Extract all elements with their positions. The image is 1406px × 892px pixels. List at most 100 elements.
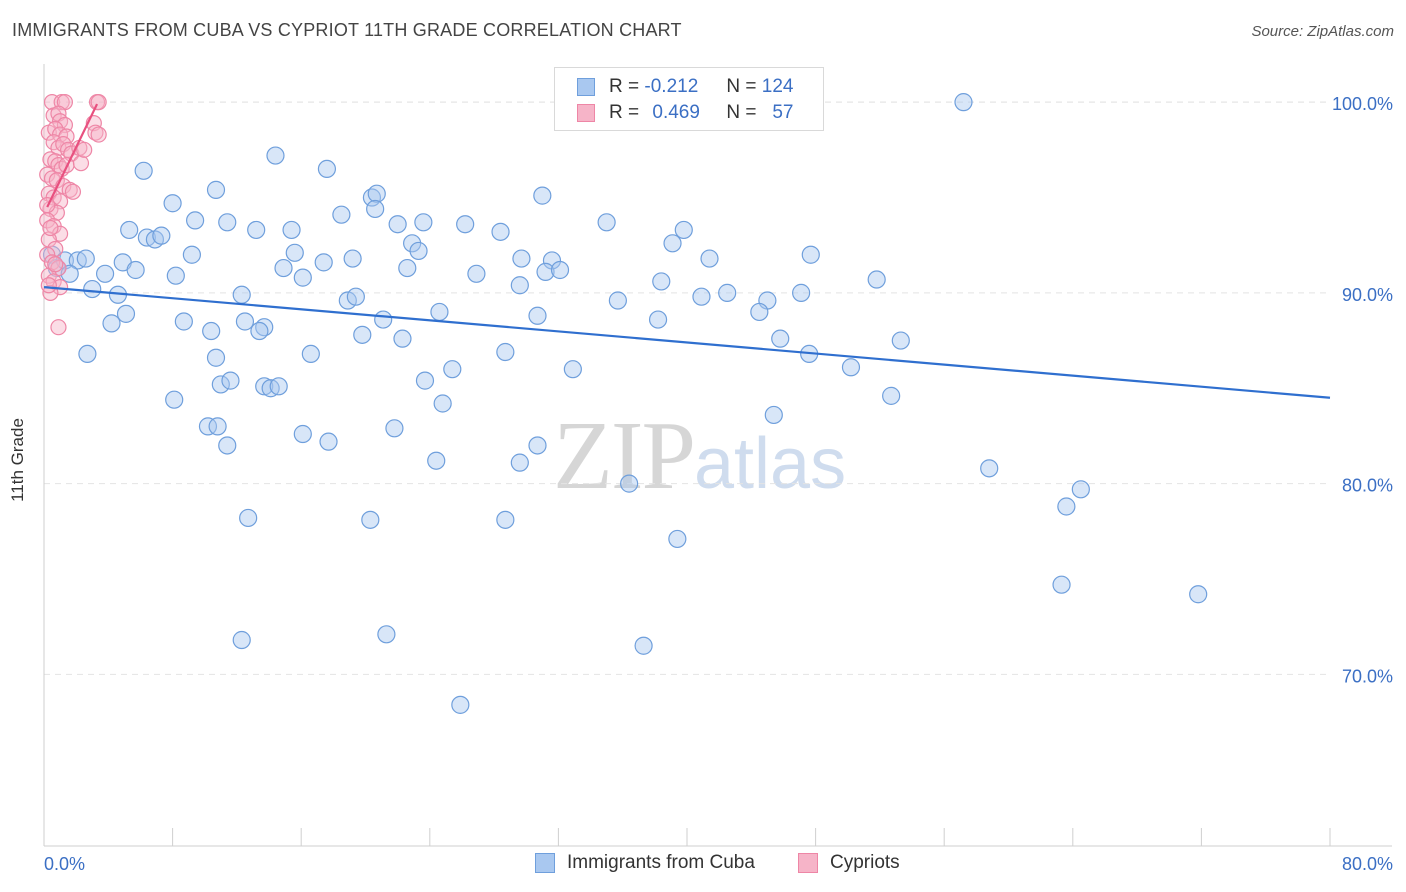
cuba-point [510, 276, 529, 295]
cuba-point [456, 215, 475, 234]
watermark-atlas: atlas [694, 424, 847, 504]
chart-title: IMMIGRANTS FROM CUBA VS CYPRIOT 11TH GRA… [12, 20, 682, 40]
cuba-point [393, 329, 412, 348]
cuba-point [1189, 585, 1208, 604]
cuba-point [332, 205, 351, 224]
cuba-point [301, 344, 320, 364]
cuba-point [634, 636, 653, 655]
legend-row-cypriots: R = 0.469 N = 57 [577, 101, 793, 125]
cuba-point [83, 279, 102, 299]
cuba-point [202, 321, 221, 341]
watermark-zip: ZIP [553, 402, 696, 510]
cuba-point [608, 291, 627, 310]
cuba-point [533, 186, 552, 205]
cuba-point [182, 245, 201, 264]
cuba-point [467, 264, 486, 283]
cuba-point [282, 220, 301, 240]
y-tick-label: 90.0% [1342, 285, 1393, 305]
cuba-point [116, 304, 136, 323]
cuba-point [266, 146, 285, 165]
cuba-point [451, 695, 470, 714]
cuba-point [674, 220, 693, 240]
cuba-point [239, 508, 258, 528]
cuba-point [867, 270, 886, 289]
x-tick-label: 80.0% [1342, 854, 1393, 874]
cuba-point [206, 348, 226, 367]
cuba-point [293, 268, 312, 287]
cuba-trend-line [43, 286, 1331, 399]
cuba-point [663, 234, 682, 253]
cuba-point [346, 287, 365, 306]
cuba-point [528, 436, 547, 455]
legend-n-value: 57 [772, 102, 794, 123]
cuba-point [76, 249, 95, 268]
cuba-point [232, 630, 251, 650]
cuba-point [250, 321, 269, 341]
y-tick-label: 70.0% [1342, 666, 1393, 686]
cuba-point [496, 510, 515, 529]
cypriot-point [90, 126, 107, 143]
cuba-point [255, 377, 274, 396]
cuba-point [343, 249, 362, 268]
cuba-point [221, 371, 240, 390]
cuba-point [293, 424, 312, 444]
legend-label-cuba: Immigrants from Cuba [567, 852, 755, 873]
cuba-point [186, 211, 205, 230]
cuba-point [764, 405, 783, 425]
cuba-point [652, 272, 671, 291]
cuba-point [1057, 497, 1076, 516]
y-tick-label: 100.0% [1332, 94, 1393, 114]
cuba-point [247, 220, 266, 240]
cuba-point [377, 625, 396, 644]
cuba-point [120, 220, 139, 240]
correlation-legend: R = -0.212 N = 124 R = 0.469 N = 57 [554, 67, 824, 131]
cuba-point [430, 302, 449, 322]
cypriot-point [50, 319, 67, 336]
cuba-point [366, 199, 385, 219]
cuba-point [319, 432, 338, 451]
legend-label-cypriots: Cypriots [830, 852, 900, 873]
cypriot-point [72, 155, 90, 172]
cuba-point [206, 180, 226, 199]
cuba-point [512, 249, 531, 268]
cuba-point [443, 360, 462, 379]
cuba-point [750, 302, 769, 322]
cuba-point [550, 260, 570, 280]
cuba-point [269, 377, 288, 396]
cuba-point [648, 310, 668, 329]
cypriot-trend-line [46, 103, 99, 208]
y-tick-label: 80.0% [1342, 476, 1393, 496]
cypriot-point [42, 219, 59, 237]
cuba-point [126, 260, 145, 280]
cuba-point [166, 266, 185, 285]
cypriot-point [76, 141, 93, 158]
legend-r-label: R = [609, 102, 640, 123]
cuba-point [163, 194, 182, 213]
legend-item-cuba: Immigrants from Cuba [535, 852, 755, 874]
legend-n-label: N = [726, 102, 757, 123]
legend-swatch-cypriots [798, 853, 818, 873]
cuba-point [433, 394, 452, 413]
cuba-point [367, 184, 386, 203]
cuba-point [102, 314, 121, 333]
cuba-point [771, 329, 790, 348]
cypriot-point [64, 183, 82, 200]
cuba-point [954, 93, 973, 112]
cypriot-point [90, 94, 107, 111]
cuba-point [700, 249, 719, 268]
cuba-point [496, 342, 515, 362]
watermark: ZIPatlas [553, 400, 846, 512]
cuba-point [1071, 480, 1090, 499]
cypriot-point [47, 256, 64, 273]
cuba-point [198, 417, 218, 436]
cuba-point [792, 283, 811, 302]
cuba-point [403, 234, 422, 253]
x-tick-label: 0.0% [44, 854, 85, 874]
cuba-point [165, 390, 184, 409]
cypriot-point [40, 277, 57, 294]
cuba-point [218, 436, 237, 455]
cuba-point [232, 285, 251, 304]
legend-r-label: R = [609, 76, 640, 97]
cuba-point [385, 419, 404, 438]
